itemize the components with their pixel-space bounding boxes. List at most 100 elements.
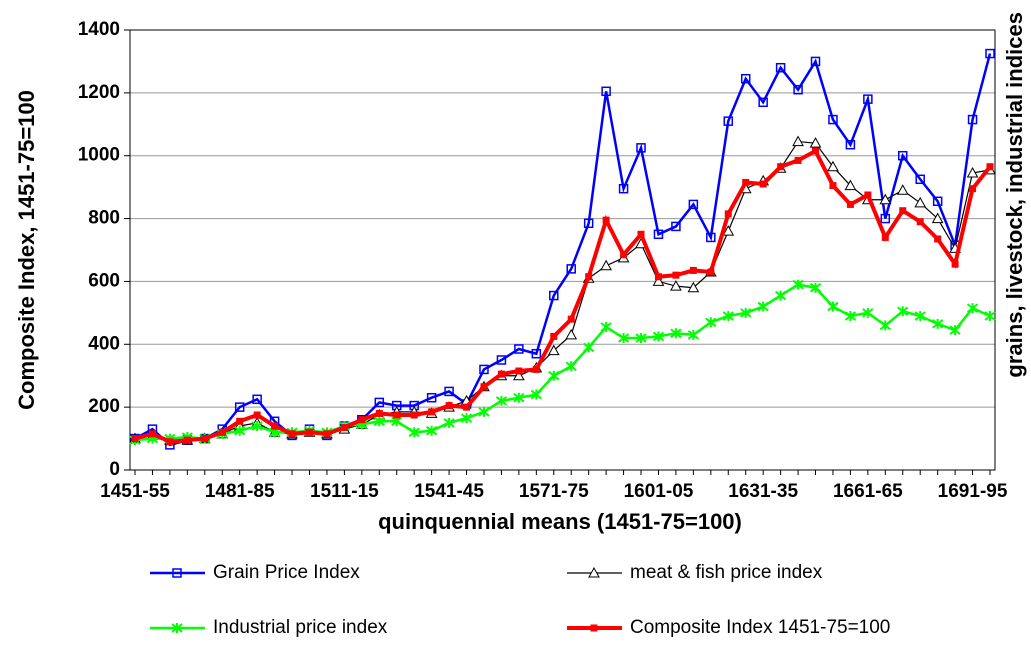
- legend-marker: [171, 623, 183, 633]
- point: [565, 328, 578, 340]
- point: [323, 430, 331, 438]
- point: [618, 183, 629, 194]
- point: [566, 264, 576, 274]
- point: [951, 260, 959, 268]
- point: [915, 174, 925, 185]
- point: [373, 416, 385, 427]
- point: [234, 402, 245, 412]
- x-tick-label: 1481-85: [205, 481, 275, 502]
- point: [829, 182, 837, 190]
- point: [496, 355, 507, 365]
- point: [443, 417, 455, 428]
- point: [635, 333, 647, 343]
- point: [934, 235, 942, 243]
- point: [742, 178, 750, 186]
- point: [827, 160, 839, 172]
- point: [879, 320, 891, 331]
- legend-label: meat & fish price index: [630, 562, 823, 583]
- point: [234, 425, 246, 436]
- point: [547, 344, 560, 356]
- point: [514, 344, 524, 354]
- point: [724, 210, 732, 218]
- point: [131, 435, 139, 443]
- point: [931, 212, 944, 224]
- point: [636, 143, 646, 153]
- point: [478, 406, 490, 417]
- point: [687, 329, 699, 340]
- point: [844, 311, 857, 321]
- point: [932, 318, 944, 329]
- point: [671, 221, 681, 232]
- plot-frame: [129, 29, 996, 471]
- point: [358, 416, 366, 424]
- point: [375, 409, 383, 417]
- point: [218, 428, 226, 436]
- point: [583, 218, 594, 229]
- point: [652, 331, 665, 342]
- point: [602, 216, 610, 224]
- point: [600, 259, 612, 271]
- point: [792, 135, 804, 147]
- point: [986, 163, 994, 171]
- point: [513, 369, 525, 381]
- x-tick-label: 1541-45: [414, 481, 484, 502]
- point: [864, 191, 872, 199]
- point: [617, 333, 630, 343]
- x-tick-label: 1631-35: [728, 481, 798, 502]
- x-tick-label: 1511-15: [310, 481, 379, 502]
- point: [932, 196, 943, 207]
- point: [479, 364, 489, 375]
- point: [428, 408, 436, 416]
- point: [707, 268, 715, 276]
- point: [652, 275, 665, 286]
- point: [585, 273, 593, 281]
- point: [898, 150, 908, 161]
- point: [914, 311, 926, 321]
- y-tick-label: 1400: [78, 19, 120, 40]
- point: [340, 424, 348, 432]
- point: [408, 427, 420, 438]
- point: [654, 273, 662, 281]
- point: [253, 411, 261, 419]
- point: [844, 179, 857, 191]
- point: [740, 73, 751, 84]
- y-tick-label: 1000: [78, 145, 120, 166]
- point: [687, 281, 700, 293]
- point: [880, 213, 891, 224]
- legend-marker: [590, 624, 598, 632]
- point: [949, 325, 961, 336]
- point: [966, 303, 979, 314]
- point: [722, 225, 735, 236]
- legend-label: Industrial price index: [213, 617, 388, 638]
- point: [672, 271, 680, 279]
- point: [271, 422, 279, 430]
- point: [393, 411, 401, 419]
- point: [410, 411, 418, 419]
- y2-axis-title: grains, livestock, industrial indices: [1002, 12, 1027, 378]
- point: [531, 348, 542, 359]
- point: [426, 425, 438, 436]
- point: [879, 193, 892, 205]
- point: [583, 342, 595, 353]
- point: [497, 370, 505, 378]
- point: [863, 94, 873, 104]
- point: [723, 116, 734, 126]
- point: [565, 361, 577, 372]
- point: [827, 301, 839, 312]
- point: [897, 306, 909, 317]
- x-tick-label: 1571-75: [519, 481, 589, 502]
- x-axis-title: quinquennial means (1451-75=100): [378, 509, 742, 534]
- point: [969, 185, 977, 193]
- point: [251, 421, 263, 431]
- point: [896, 184, 909, 195]
- point: [549, 290, 559, 301]
- point: [601, 86, 611, 97]
- x-tick-label: 1661-65: [833, 481, 903, 502]
- point: [984, 311, 996, 321]
- point: [792, 279, 804, 290]
- point: [252, 394, 262, 405]
- series-line: [134, 53, 992, 447]
- point: [812, 147, 820, 155]
- point: [706, 232, 716, 243]
